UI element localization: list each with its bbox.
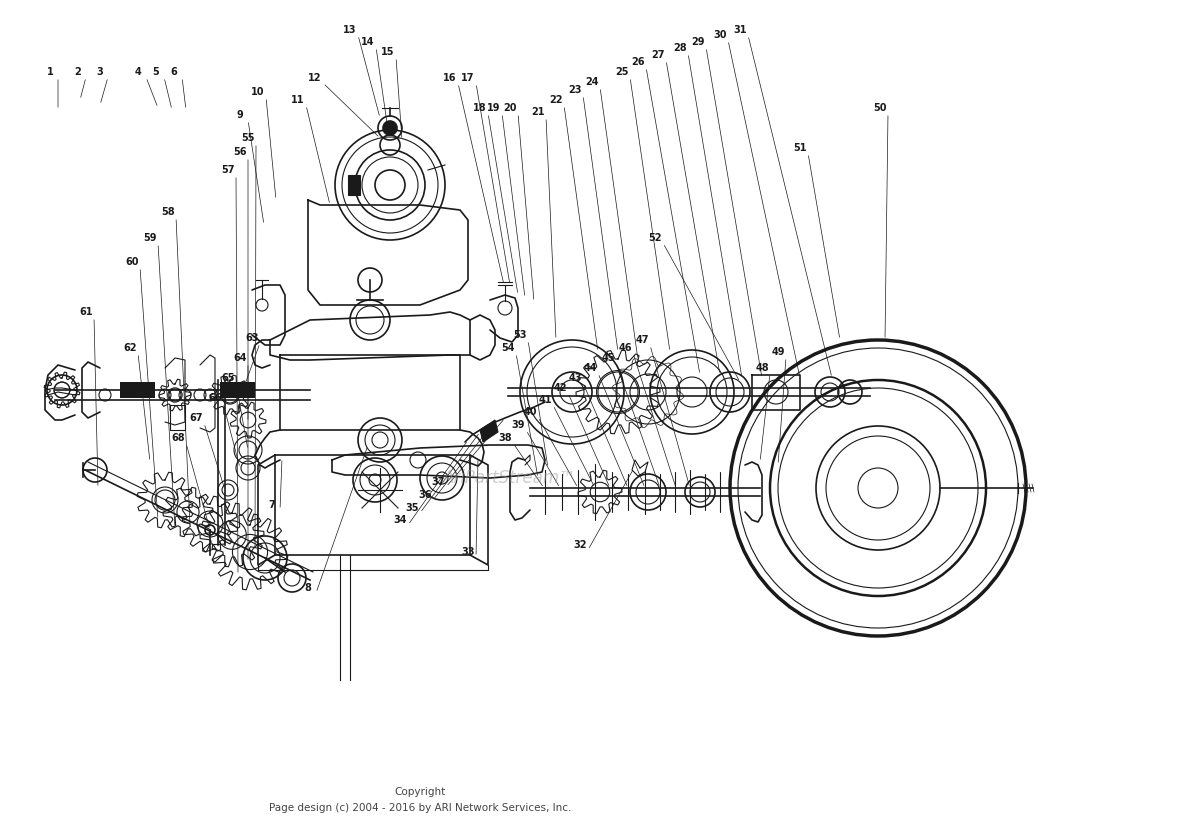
Polygon shape	[348, 175, 360, 195]
Text: 51: 51	[793, 143, 807, 153]
Polygon shape	[219, 382, 255, 398]
Text: AriPartStream™: AriPartStream™	[444, 469, 577, 487]
Text: 20: 20	[503, 103, 517, 113]
Text: 50: 50	[873, 103, 886, 113]
Text: 57: 57	[222, 165, 235, 175]
Text: Page design (c) 2004 - 2016 by ARI Network Services, Inc.: Page design (c) 2004 - 2016 by ARI Netwo…	[269, 803, 571, 813]
Text: 54: 54	[502, 343, 514, 353]
Text: 63: 63	[245, 333, 258, 343]
Text: 53: 53	[513, 330, 526, 340]
Text: 35: 35	[405, 503, 419, 513]
Text: 55: 55	[241, 133, 255, 143]
Text: 26: 26	[631, 57, 644, 67]
Text: 22: 22	[549, 95, 563, 105]
Text: 28: 28	[673, 43, 687, 53]
Text: 37: 37	[431, 477, 445, 487]
Text: 42: 42	[553, 383, 566, 393]
Text: 58: 58	[162, 207, 175, 217]
Text: 12: 12	[308, 73, 322, 83]
Text: 6: 6	[171, 67, 177, 77]
Text: 25: 25	[615, 67, 629, 77]
Polygon shape	[480, 420, 498, 442]
Text: 60: 60	[125, 257, 139, 267]
Text: 33: 33	[461, 547, 474, 557]
Text: 5: 5	[152, 67, 159, 77]
Text: 18: 18	[473, 103, 487, 113]
Text: 40: 40	[523, 407, 537, 417]
Text: 34: 34	[393, 515, 407, 525]
Text: 19: 19	[487, 103, 500, 113]
Text: 47: 47	[635, 335, 649, 345]
Text: 38: 38	[498, 433, 512, 443]
Text: 15: 15	[381, 47, 395, 57]
Text: 31: 31	[733, 25, 747, 35]
Text: 45: 45	[602, 353, 615, 363]
Text: 64: 64	[234, 353, 247, 363]
Text: 62: 62	[123, 343, 137, 353]
Text: 1: 1	[47, 67, 53, 77]
Text: 8: 8	[304, 583, 312, 593]
Text: Copyright: Copyright	[394, 787, 446, 797]
Text: 61: 61	[79, 307, 93, 317]
Text: 3: 3	[97, 67, 104, 77]
Text: 32: 32	[573, 540, 586, 550]
Text: 7: 7	[269, 500, 275, 510]
Text: 46: 46	[618, 343, 631, 353]
Text: 14: 14	[361, 37, 375, 47]
Text: 17: 17	[461, 73, 474, 83]
Text: 10: 10	[251, 87, 264, 97]
Text: 48: 48	[755, 363, 769, 373]
Text: 56: 56	[234, 147, 247, 157]
Text: 2: 2	[74, 67, 81, 77]
Text: 52: 52	[648, 233, 662, 243]
Text: 30: 30	[713, 30, 727, 40]
Text: 67: 67	[189, 413, 203, 423]
Text: 13: 13	[343, 25, 356, 35]
Text: 29: 29	[691, 37, 704, 47]
Text: 21: 21	[531, 107, 545, 117]
Text: 49: 49	[772, 347, 785, 357]
Circle shape	[384, 121, 396, 135]
Text: 24: 24	[585, 77, 598, 87]
Text: 9: 9	[237, 110, 243, 120]
Text: 66: 66	[208, 393, 222, 403]
Text: 59: 59	[143, 233, 157, 243]
Text: 43: 43	[569, 373, 582, 383]
Text: 11: 11	[291, 95, 304, 105]
Text: 44: 44	[583, 363, 597, 373]
Text: 36: 36	[418, 490, 432, 500]
Text: 68: 68	[171, 433, 185, 443]
Text: 65: 65	[222, 373, 235, 383]
Text: 39: 39	[511, 420, 525, 430]
Text: 41: 41	[538, 395, 552, 405]
Text: 23: 23	[569, 85, 582, 95]
Text: 16: 16	[444, 73, 457, 83]
Polygon shape	[120, 382, 155, 398]
Text: 27: 27	[651, 50, 664, 60]
Text: 4: 4	[135, 67, 142, 77]
